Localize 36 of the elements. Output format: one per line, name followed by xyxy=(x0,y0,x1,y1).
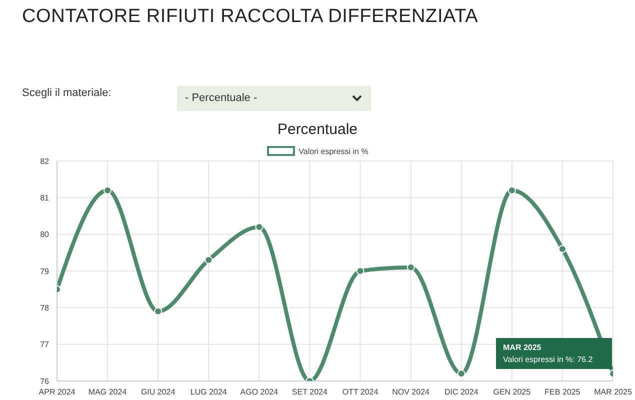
y-tick-label: 81 xyxy=(40,194,50,203)
x-tick-label: GIU 2024 xyxy=(140,388,176,397)
text: Scegli il materiale: xyxy=(22,87,112,99)
y-tick-label: 82 xyxy=(40,156,50,166)
x-tick-label: MAG 2024 xyxy=(88,388,128,397)
x-tick-label: FEB 2025 xyxy=(544,388,581,397)
x-tick-label: NOV 2024 xyxy=(392,388,430,397)
x-tick-label: MAR 2025 xyxy=(594,388,632,397)
x-tick-label: SET 2024 xyxy=(292,388,328,397)
annotation: MAR 2025 xyxy=(503,343,542,352)
point xyxy=(508,186,516,194)
chart-title: CONTATORE RIFIUTI RACCOLTA DIFFERENZIATA xyxy=(22,6,478,28)
legend-label: Valori espressi in % xyxy=(298,146,368,156)
x-tick-label: LUG 2024 xyxy=(190,388,228,397)
x-tick-label: AGO 2024 xyxy=(240,388,279,397)
x-tick-label: GEN 2025 xyxy=(493,388,532,397)
text: - Percentuale - xyxy=(185,92,258,104)
x-tick-label: OTT 2024 xyxy=(342,388,379,397)
y-tick-label: 78 xyxy=(40,304,50,313)
point xyxy=(356,267,364,275)
tooltip-box: MAR 2025 Valori espressi in %: 76.2 xyxy=(496,338,612,369)
annotation: Valori espressi in %: 76.2 xyxy=(503,355,594,364)
point xyxy=(406,263,415,272)
y-tick-label: 80 xyxy=(40,230,50,240)
point xyxy=(457,370,466,378)
y-tick-label: 79 xyxy=(40,266,50,276)
x-tick-label: DIC 2024 xyxy=(444,388,479,397)
x-tick-label: APR 2024 xyxy=(38,388,76,397)
point xyxy=(154,307,162,316)
point xyxy=(558,245,566,253)
y-tick-label: 76 xyxy=(40,376,50,386)
point xyxy=(255,223,264,231)
point xyxy=(204,256,213,264)
y-tick-label: 77 xyxy=(40,340,50,350)
point xyxy=(104,186,112,194)
chart-subtitle: Percentuale xyxy=(276,121,359,138)
